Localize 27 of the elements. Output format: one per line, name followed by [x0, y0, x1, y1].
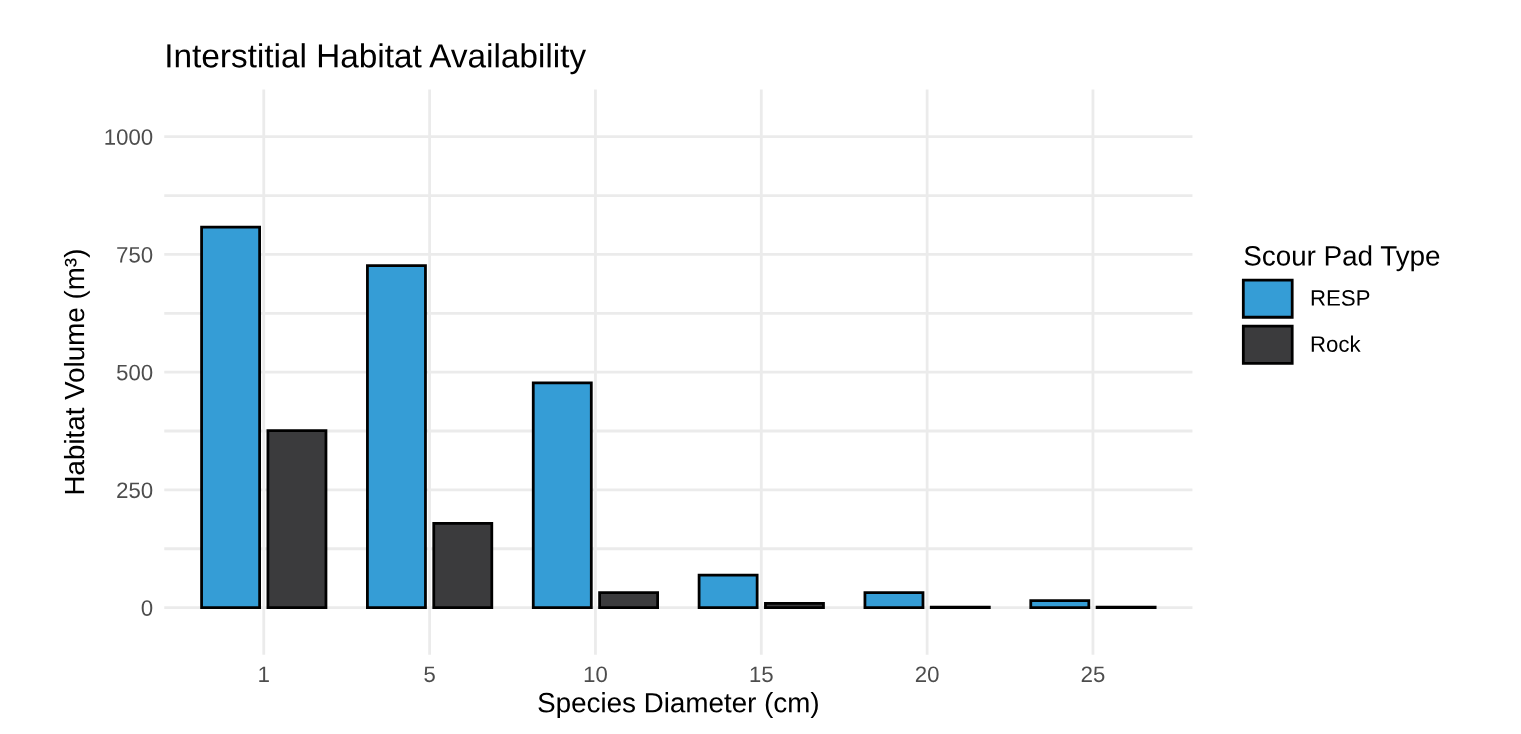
bar [598, 591, 660, 610]
bar [531, 381, 593, 610]
x-tick-label: 10 [584, 666, 607, 683]
bar [697, 573, 759, 610]
x-tick-label: 1 [259, 666, 269, 682]
y-tick-label: 500 [116, 364, 153, 381]
x-tick-label: 20 [915, 666, 939, 683]
x-tick-label: 25 [1081, 666, 1105, 683]
y-tick-label: 0 [141, 600, 153, 616]
x-tick-label: 15 [750, 666, 773, 683]
y-axis-title: Habitat Volume (m³) [63, 250, 90, 494]
y-tick-label: 1000 [105, 129, 153, 145]
x-axis-title: Species Diameter (cm) [538, 692, 818, 718]
bar [1029, 599, 1091, 610]
legend-label: RESP [1311, 290, 1370, 306]
legend-label: Rock [1311, 335, 1361, 352]
chart-title: Interstitial Habitat Availability [167, 43, 587, 75]
bar [200, 225, 262, 610]
y-tick-label: 250 [117, 482, 153, 499]
y-tick-label: 750 [117, 246, 153, 263]
bar [366, 264, 427, 610]
x-tick-label: 5 [424, 666, 435, 683]
bar [432, 521, 494, 610]
bar [266, 429, 328, 610]
bar [764, 602, 825, 610]
bar [863, 591, 925, 610]
legend-title: Scour Pad Type [1244, 245, 1440, 272]
